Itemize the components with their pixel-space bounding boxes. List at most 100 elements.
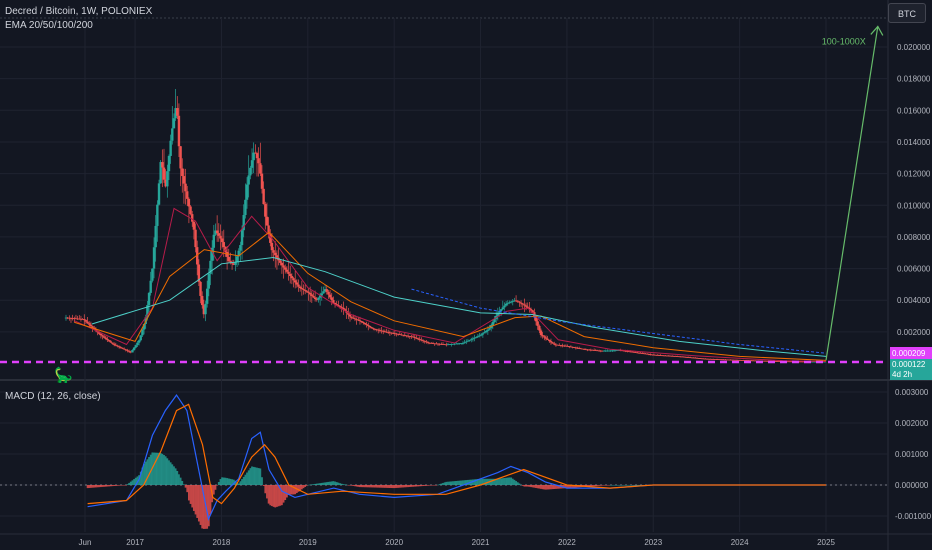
macd-histogram-bar: [267, 485, 270, 504]
macd-histogram-bar: [473, 479, 476, 485]
candle-body: [694, 357, 697, 359]
macd-histogram-bar: [555, 485, 557, 489]
macd-histogram-bar: [425, 485, 428, 486]
candle-body: [365, 324, 368, 326]
candle-body: [531, 310, 534, 313]
candle-body: [440, 343, 443, 345]
candle-body: [788, 361, 792, 363]
macd-histogram-bar: [191, 485, 194, 508]
macd-histogram-bar: [307, 484, 310, 486]
candle-body: [506, 302, 509, 304]
macd-histogram-bar: [312, 484, 315, 485]
candle-body: [813, 361, 817, 363]
macd-histogram-bar: [476, 479, 479, 485]
y-tick-label: 0.004000: [897, 296, 931, 305]
candle-body: [152, 247, 156, 269]
currency-button[interactable]: BTC: [888, 3, 926, 23]
candle-body: [401, 334, 405, 336]
candle-body: [503, 305, 506, 308]
macd-histogram-bar: [188, 485, 190, 501]
candle-body: [491, 322, 495, 326]
candle-body: [270, 242, 274, 251]
candle-body: [388, 332, 392, 334]
macd-histogram-bar: [309, 484, 312, 486]
bar-countdown: 4d 2h: [892, 370, 913, 379]
candle-body: [199, 281, 202, 296]
macd-histogram-bar: [535, 485, 537, 488]
candle-body: [576, 347, 579, 349]
candle-body: [621, 350, 624, 352]
candle-body: [810, 361, 813, 363]
macd-histogram-bar: [369, 485, 371, 488]
candle-body: [647, 353, 651, 355]
candle-body: [214, 230, 217, 235]
candle-body: [111, 342, 114, 344]
candle-body: [220, 238, 224, 243]
macd-histogram-bar: [319, 483, 322, 485]
x-tick-label: 2023: [644, 538, 662, 547]
candle-body: [717, 359, 720, 361]
macd-histogram-bar: [154, 452, 157, 485]
candle-body: [684, 356, 687, 358]
candle-body: [744, 360, 747, 361]
macd-histogram-bar: [164, 456, 167, 485]
macd-histogram-bar: [139, 471, 142, 485]
candle-body: [222, 242, 225, 248]
ema-line: [411, 288, 827, 354]
macd-histogram-bar: [437, 484, 439, 486]
macd-histogram-bar: [106, 485, 109, 487]
candle-body: [403, 335, 407, 336]
macd-histogram-bar: [354, 485, 356, 487]
candle-body: [561, 345, 564, 347]
macd-histogram-bar: [383, 485, 386, 488]
macd-histogram-bar: [591, 485, 594, 487]
macd-histogram-bar: [413, 485, 416, 487]
macd-histogram-bar: [498, 478, 501, 485]
macd-histogram-bar: [94, 485, 97, 488]
candle-body: [182, 176, 186, 184]
macd-histogram-bar: [232, 479, 235, 485]
macd-histogram-bar: [320, 482, 323, 485]
candle-body: [689, 357, 692, 359]
candle-body: [76, 318, 79, 320]
macd-histogram-bar: [194, 485, 197, 515]
candle-body: [347, 312, 350, 315]
candle-body: [599, 350, 602, 352]
macd-histogram-bar: [438, 484, 441, 485]
candle-body: [363, 323, 367, 325]
macd-histogram-bar: [332, 481, 335, 485]
candle-body: [812, 361, 815, 363]
candle-body: [174, 108, 177, 119]
candle-body: [607, 350, 611, 352]
candle-body: [102, 336, 106, 338]
candle-body: [307, 291, 310, 293]
macd-histogram-bar: [364, 485, 366, 488]
candle-body: [480, 334, 483, 336]
candle-body: [822, 361, 825, 363]
candle-body: [634, 352, 637, 353]
candle-body: [191, 214, 194, 222]
candle-body: [86, 321, 89, 324]
candle-body: [207, 273, 211, 289]
candle-body: [498, 311, 501, 313]
candle-body: [488, 328, 491, 330]
candle-body: [762, 360, 765, 362]
candle-body: [582, 348, 586, 350]
macd-histogram-bar: [143, 463, 145, 485]
candle-body: [262, 188, 265, 205]
candle-body: [435, 343, 438, 345]
macd-histogram-bar: [128, 482, 131, 485]
macd-histogram-bar: [480, 478, 483, 485]
macd-histogram-bar: [279, 485, 282, 506]
candle-body: [504, 303, 508, 306]
macd-histogram-bar: [450, 481, 453, 485]
macd-line: [87, 394, 826, 522]
candle-body: [468, 340, 471, 341]
candle-body: [523, 304, 526, 306]
candle-body: [536, 321, 539, 326]
macd-histogram-bar: [201, 485, 204, 529]
macd-histogram-bar: [589, 485, 592, 487]
macd-histogram-bar: [593, 485, 596, 487]
macd-histogram-bar: [586, 485, 589, 487]
